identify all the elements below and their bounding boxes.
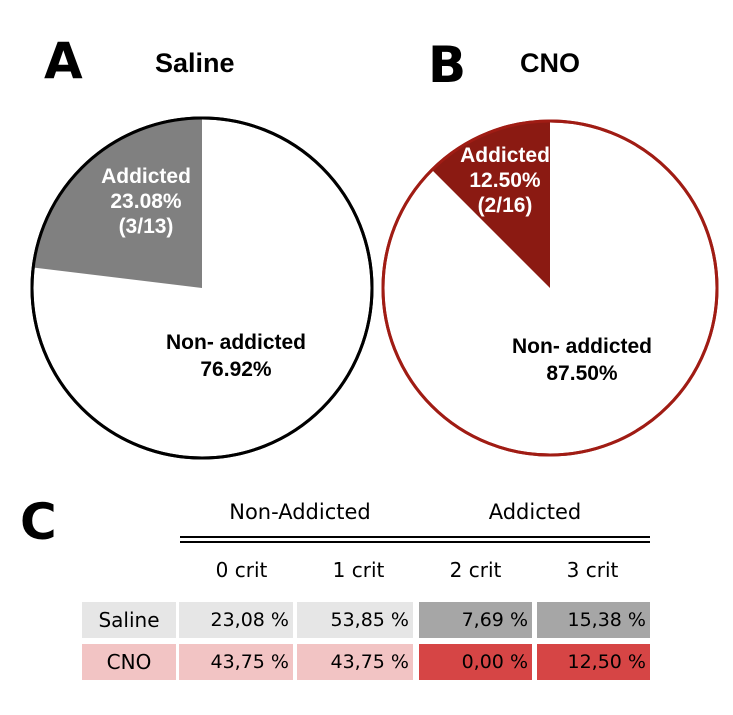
header-rule-bottom bbox=[180, 541, 650, 543]
row-label-saline: Saline bbox=[82, 602, 176, 638]
cell-saline-3-crit: 15,38 % bbox=[537, 602, 650, 638]
column-header-2-crit: 2 crit bbox=[449, 558, 502, 582]
label-addicted-count: (3/13) bbox=[119, 215, 174, 238]
header-rule-top bbox=[180, 536, 650, 538]
label-non-addicted: Non- addicted bbox=[512, 335, 652, 358]
saline-pie-title: Saline bbox=[155, 48, 235, 78]
label-addicted-percent: 23.08% bbox=[110, 190, 182, 213]
cell-cno-3-crit: 12,50 % bbox=[537, 644, 650, 680]
group-header-addicted: Addicted bbox=[488, 500, 582, 524]
cell-saline-0-crit: 23,08 % bbox=[179, 602, 293, 638]
slice-addicted bbox=[431, 121, 550, 288]
pie-outline bbox=[30, 116, 374, 460]
cell-saline-2-crit: 7,69 % bbox=[419, 602, 532, 638]
label-addicted-count: (2/16) bbox=[478, 194, 533, 217]
column-header-3-crit: 3 crit bbox=[566, 558, 619, 582]
cno-pie-title: CNO bbox=[520, 48, 580, 78]
cell-saline-1-crit: 53,85 % bbox=[297, 602, 413, 638]
cell-cno-0-crit: 43,75 % bbox=[179, 644, 293, 680]
panel-b-letter: B bbox=[428, 36, 467, 94]
panel-a-letter: A bbox=[44, 32, 83, 90]
column-header-0-crit: 0 crit bbox=[215, 558, 268, 582]
label-non-addicted: Non- addicted bbox=[166, 331, 306, 354]
row-label-cno: CNO bbox=[82, 644, 176, 680]
group-header-non-addicted: Non-Addicted bbox=[229, 500, 371, 524]
label-non-addicted-percent: 87.50% bbox=[546, 362, 618, 385]
pie-outline bbox=[381, 119, 719, 457]
cell-cno-2-crit: 0,00 % bbox=[419, 644, 532, 680]
cell-cno-1-crit: 43,75 % bbox=[297, 644, 413, 680]
label-non-addicted-percent: 76.92% bbox=[200, 358, 272, 381]
label-addicted: Addicted bbox=[101, 165, 191, 188]
column-header-1-crit: 1 crit bbox=[332, 558, 385, 582]
slice-addicted bbox=[33, 118, 202, 288]
panel-c-letter: C bbox=[20, 493, 57, 551]
label-addicted-percent: 12.50% bbox=[469, 169, 541, 192]
label-addicted: Addicted bbox=[460, 144, 550, 167]
